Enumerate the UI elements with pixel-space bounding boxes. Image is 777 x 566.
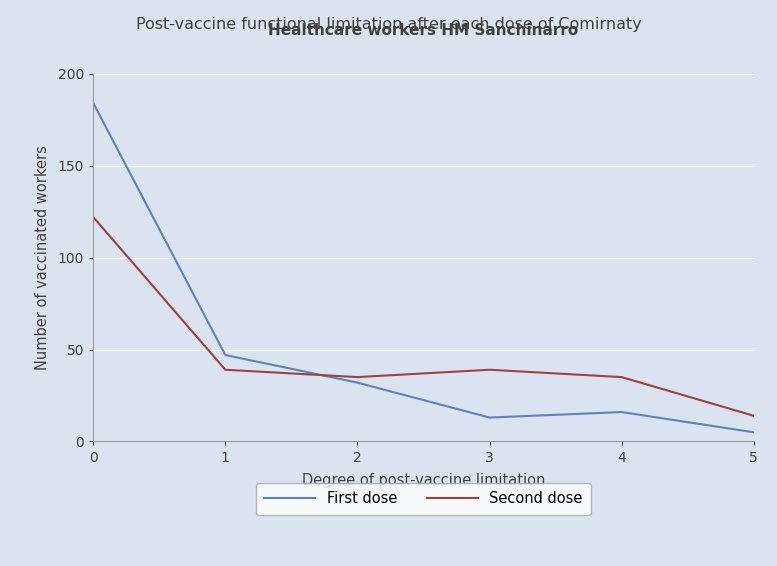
X-axis label: Degree of post-vaccine limitation: Degree of post-vaccine limitation — [301, 473, 545, 488]
Title: Healthcare workers HM Sanchinarro: Healthcare workers HM Sanchinarro — [268, 23, 579, 38]
Second dose — [353, 374, 362, 380]
Second dose — [485, 366, 494, 373]
Legend: First dose, Second dose: First dose, Second dose — [256, 483, 591, 515]
Second dose — [89, 214, 98, 221]
Second dose — [221, 366, 230, 373]
Text: Post-vaccine functional limitation after each dose of Comirnaty: Post-vaccine functional limitation after… — [136, 17, 641, 32]
First dose — [617, 409, 626, 415]
Second dose — [617, 374, 626, 380]
First dose — [749, 429, 758, 436]
Second dose — [749, 412, 758, 419]
Line: First dose: First dose — [93, 103, 754, 432]
First dose — [353, 379, 362, 386]
First dose — [89, 100, 98, 106]
Line: Second dose: Second dose — [93, 217, 754, 415]
First dose — [221, 351, 230, 358]
First dose — [485, 414, 494, 421]
Y-axis label: Number of vaccinated workers: Number of vaccinated workers — [34, 145, 50, 370]
